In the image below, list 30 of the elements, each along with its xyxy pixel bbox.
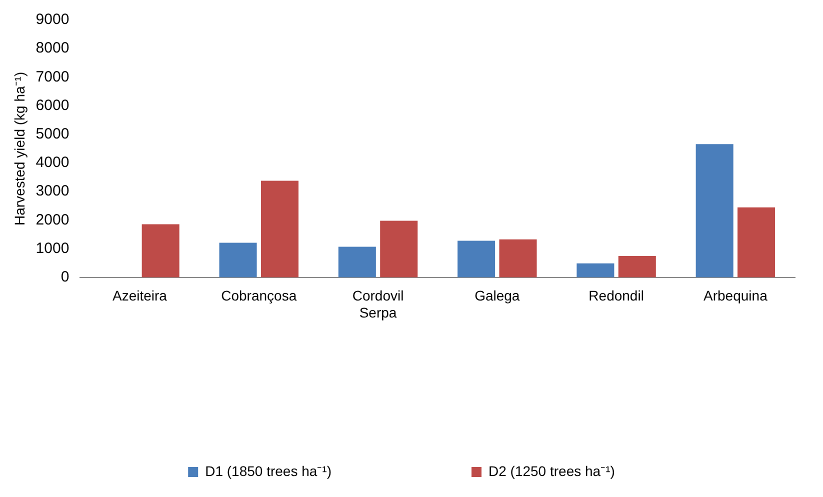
bar xyxy=(260,180,298,278)
x-tick-label: Galega xyxy=(474,288,520,304)
bar xyxy=(380,220,418,278)
bar xyxy=(618,256,656,278)
x-tick-label: Arbequina xyxy=(704,288,768,304)
x-tick-label: Redondil xyxy=(588,288,644,304)
y-tick-label: 4000 xyxy=(36,154,70,172)
x-tick-label: Cordovil Serpa xyxy=(352,288,404,320)
y-tick-label: 7000 xyxy=(36,68,70,86)
legend-label: D2 (1250 trees ha⁻¹) xyxy=(488,462,615,479)
legend-label: D1 (1850 trees ha⁻¹) xyxy=(205,462,332,479)
bar xyxy=(696,144,734,278)
y-axis-title: Harvested yield (kg ha⁻¹) xyxy=(11,72,28,226)
y-tick-label: 5000 xyxy=(36,126,70,143)
y-tick-label: 2000 xyxy=(36,211,70,228)
y-tick-label: 9000 xyxy=(36,11,70,28)
y-tick-label: 3000 xyxy=(36,182,70,200)
y-tick-label: 1000 xyxy=(36,240,70,257)
y-tick-label: 6000 xyxy=(36,96,70,114)
bar xyxy=(576,263,614,278)
bar xyxy=(499,239,537,278)
y-tick-label: 8000 xyxy=(36,40,70,57)
bar xyxy=(142,224,180,278)
x-tick-label: Azeiteira xyxy=(112,288,168,304)
bar xyxy=(458,240,496,278)
y-tick-label: 0 xyxy=(60,268,70,286)
x-tick-label: Cobrançosa xyxy=(221,288,297,304)
bar xyxy=(738,207,776,278)
bar xyxy=(219,242,257,278)
bar xyxy=(338,246,376,278)
